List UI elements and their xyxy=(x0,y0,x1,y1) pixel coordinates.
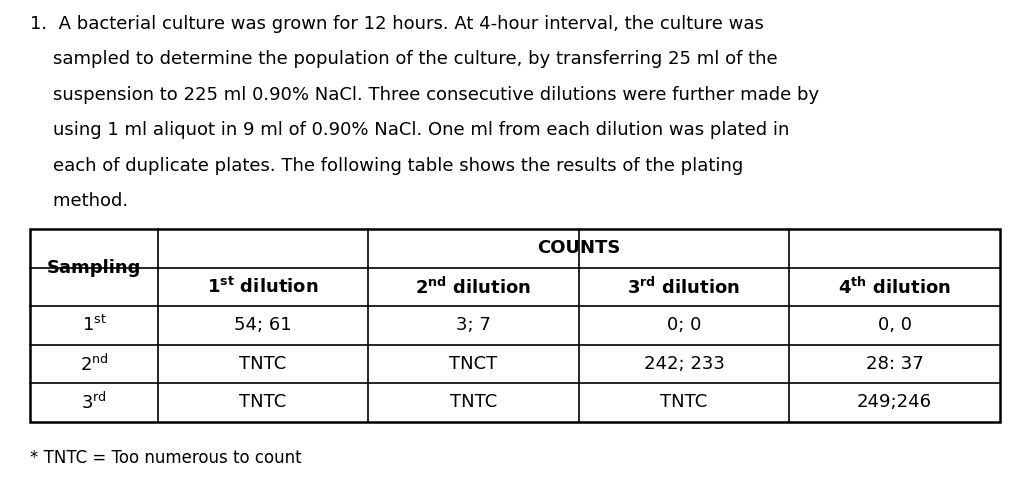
Text: 0; 0: 0; 0 xyxy=(667,317,701,334)
Text: TNTC: TNTC xyxy=(450,393,497,411)
Text: $\mathregular{1}^{\mathregular{st}}$ dilution: $\mathregular{1}^{\mathregular{st}}$ dil… xyxy=(207,277,319,297)
Text: COUNTS: COUNTS xyxy=(537,240,620,257)
Text: each of duplicate plates. The following table shows the results of the plating: each of duplicate plates. The following … xyxy=(30,157,744,175)
Text: * TNTC = Too numerous to count: * TNTC = Too numerous to count xyxy=(30,449,302,467)
Text: $\mathregular{2}^{\mathregular{nd}}$: $\mathregular{2}^{\mathregular{nd}}$ xyxy=(80,353,109,375)
Text: 28: 37: 28: 37 xyxy=(866,355,924,373)
Text: 54; 61: 54; 61 xyxy=(234,317,291,334)
Bar xyxy=(30,229,1000,422)
Text: $\mathregular{3}^{\mathregular{rd}}$: $\mathregular{3}^{\mathregular{rd}}$ xyxy=(81,391,107,413)
Text: Sampling: Sampling xyxy=(47,259,141,277)
Text: 242; 233: 242; 233 xyxy=(644,355,725,373)
Text: TNTC: TNTC xyxy=(661,393,707,411)
Text: method.: method. xyxy=(30,192,129,211)
Text: 3; 7: 3; 7 xyxy=(456,317,491,334)
Text: sampled to determine the population of the culture, by transferring 25 ml of the: sampled to determine the population of t… xyxy=(30,50,779,69)
Text: TNCT: TNCT xyxy=(450,355,497,373)
Text: TNTC: TNTC xyxy=(240,393,286,411)
Text: 1.  A bacterial culture was grown for 12 hours. At 4-hour interval, the culture : 1. A bacterial culture was grown for 12 … xyxy=(30,15,764,33)
Text: suspension to 225 ml 0.90% NaCl. Three consecutive dilutions were further made b: suspension to 225 ml 0.90% NaCl. Three c… xyxy=(30,86,819,104)
Text: $\mathregular{3}^{\mathregular{rd}}$ dilution: $\mathregular{3}^{\mathregular{rd}}$ dil… xyxy=(627,276,741,298)
Text: $\mathregular{2}^{\mathregular{nd}}$ dilution: $\mathregular{2}^{\mathregular{nd}}$ dil… xyxy=(415,276,532,298)
Text: 0, 0: 0, 0 xyxy=(878,317,911,334)
Text: using 1 ml aliquot in 9 ml of 0.90% NaCl. One ml from each dilution was plated i: using 1 ml aliquot in 9 ml of 0.90% NaCl… xyxy=(30,121,790,140)
Text: 249;246: 249;246 xyxy=(857,393,932,411)
Text: TNTC: TNTC xyxy=(240,355,286,373)
Text: $\mathregular{4}^{\mathregular{th}}$ dilution: $\mathregular{4}^{\mathregular{th}}$ dil… xyxy=(838,276,951,298)
Text: $\mathregular{1}^{\mathregular{st}}$: $\mathregular{1}^{\mathregular{st}}$ xyxy=(81,316,107,335)
